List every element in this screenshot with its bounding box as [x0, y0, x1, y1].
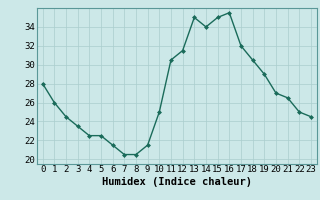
X-axis label: Humidex (Indice chaleur): Humidex (Indice chaleur) [102, 177, 252, 187]
